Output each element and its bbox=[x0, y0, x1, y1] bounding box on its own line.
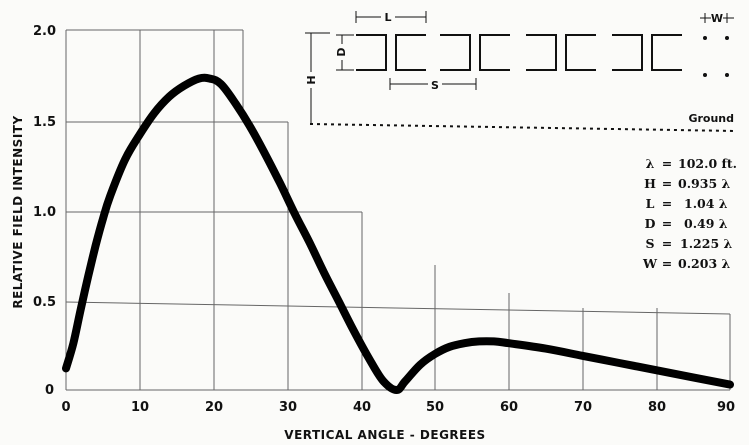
antenna-element bbox=[565, 34, 596, 71]
dim-label-w: W bbox=[711, 12, 723, 25]
dim-label-d: D bbox=[335, 47, 348, 56]
param-eq: = bbox=[662, 236, 672, 251]
end-view-dot bbox=[725, 73, 729, 77]
x-tick-label: 90 bbox=[717, 400, 735, 415]
grid bbox=[65, 29, 731, 391]
param-eq: = bbox=[662, 156, 672, 171]
parameter-table: λ = 102.0 ft. H = 0.935 λ L = 1.04 λ D =… bbox=[642, 156, 737, 271]
param-name: D bbox=[645, 216, 656, 231]
x-tick-label: 70 bbox=[574, 400, 592, 415]
x-tick-label: 0 bbox=[61, 400, 70, 415]
antenna-element bbox=[651, 34, 682, 71]
param-value: 1.225 λ bbox=[680, 236, 732, 251]
ground-label: Ground bbox=[688, 112, 734, 125]
x-tick-label: 10 bbox=[131, 400, 149, 415]
param-value: 102.0 ft. bbox=[678, 156, 737, 171]
y-tick-label: 2.0 bbox=[33, 24, 56, 39]
param-value: 0.49 λ bbox=[684, 216, 728, 231]
x-tick-label: 30 bbox=[279, 400, 297, 415]
x-tick-label: 60 bbox=[500, 400, 518, 415]
param-eq: = bbox=[662, 196, 672, 211]
y-tick-label: 0 bbox=[45, 383, 54, 398]
param-name: λ bbox=[646, 156, 655, 171]
param-name: H bbox=[644, 176, 656, 191]
x-tick-label: 80 bbox=[648, 400, 666, 415]
param-name: S bbox=[645, 236, 654, 251]
y-tick-label: 1.5 bbox=[33, 115, 56, 130]
antenna-element bbox=[479, 34, 510, 71]
antenna-element bbox=[440, 34, 471, 71]
y-axis-title: RELATIVE FIELD INTENSITY bbox=[11, 115, 25, 308]
x-tick-label: 40 bbox=[353, 400, 371, 415]
param-eq: = bbox=[662, 256, 672, 271]
y-tick-label: 1.0 bbox=[33, 205, 56, 220]
param-eq: = bbox=[662, 216, 672, 231]
param-value: 0.935 λ bbox=[678, 176, 730, 191]
x-axis-title: VERTICAL ANGLE - DEGREES bbox=[284, 428, 485, 442]
antenna-element bbox=[356, 34, 387, 71]
param-value: 0.203 λ bbox=[678, 256, 730, 271]
antenna-element bbox=[612, 34, 643, 71]
gridline-y-0.5 bbox=[65, 301, 731, 315]
dim-label-l: L bbox=[384, 11, 391, 24]
end-view-dot bbox=[703, 73, 707, 77]
param-value: 1.04 λ bbox=[684, 196, 728, 211]
end-view-dot bbox=[703, 36, 707, 40]
series-line bbox=[62, 73, 734, 394]
x-tick-label: 20 bbox=[205, 400, 223, 415]
end-view-dot bbox=[725, 36, 729, 40]
param-name: L bbox=[646, 196, 655, 211]
antenna-diagram: L D S H W bbox=[303, 10, 737, 132]
ground-line bbox=[309, 123, 737, 132]
param-eq: = bbox=[662, 176, 672, 191]
dim-label-h: H bbox=[305, 75, 318, 84]
x-tick-label: 50 bbox=[426, 400, 444, 415]
x-tick-labels: 0 10 20 30 40 50 60 70 80 90 bbox=[61, 400, 735, 415]
y-tick-label: 0.5 bbox=[33, 295, 56, 310]
antenna-element bbox=[395, 34, 426, 71]
dim-label-s: S bbox=[431, 79, 439, 92]
param-name: W bbox=[642, 256, 658, 271]
antenna-element bbox=[526, 34, 557, 71]
y-tick-labels: 0 0.5 1.0 1.5 2.0 bbox=[33, 24, 56, 398]
